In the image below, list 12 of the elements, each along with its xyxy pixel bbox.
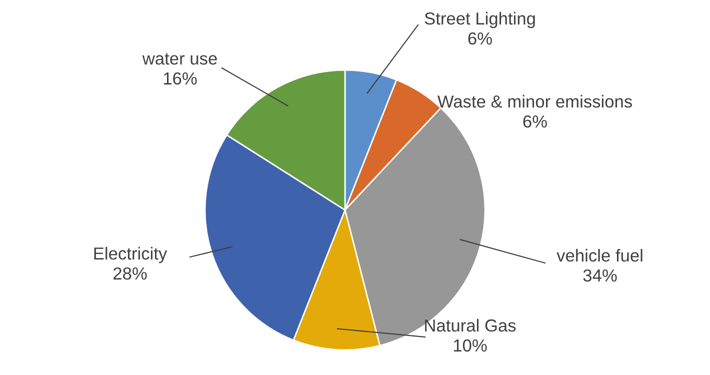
data-label: 34% (583, 269, 617, 282)
data-label: 28% (114, 267, 147, 280)
slice-label: Electricity (94, 246, 168, 264)
data-label: 16% (164, 72, 197, 85)
slice-label: Waste & minor emissions (437, 94, 632, 108)
data-label: 6% (468, 32, 492, 45)
slice-label: vehicle fuel (556, 248, 642, 262)
slice-label: Natural Gas (425, 318, 516, 332)
slice-label: Street Lighting (424, 12, 535, 28)
slice-label: water use (142, 53, 217, 65)
data-label: 6% (523, 115, 547, 128)
data-label: 10% (454, 339, 487, 352)
